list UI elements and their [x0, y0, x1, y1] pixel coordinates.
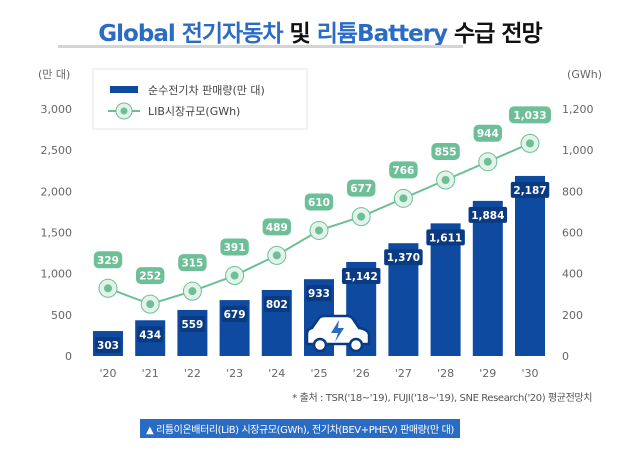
left-tick-label: 500: [51, 309, 72, 322]
right-tick-label: 600: [562, 227, 583, 240]
line-value-label: 677: [350, 183, 372, 195]
line-value-label: 1,033: [513, 110, 546, 122]
line-point: [104, 284, 112, 293]
bar-value-label: 1,611: [429, 232, 462, 244]
bar-label-bg: [510, 181, 550, 198]
line-label-bg: [304, 193, 334, 211]
electric-car-icon: [305, 314, 371, 353]
right-tick-label: 400: [562, 268, 583, 281]
bar-label-bg: [468, 206, 508, 223]
left-tick-label: 2,500: [41, 144, 73, 157]
right-tick-label: 1,000: [562, 144, 594, 157]
line-label-bg: [347, 179, 376, 197]
right-tick-label: 0: [562, 350, 569, 363]
legend: [92, 68, 308, 130]
x-tick-label: '24: [268, 367, 285, 380]
bar-label-bg: [306, 285, 332, 302]
line-point: [230, 271, 239, 280]
line-label-bg: [262, 218, 291, 236]
bar-value-label: 559: [181, 319, 203, 331]
line-label-bg: [473, 124, 502, 142]
left-axis-unit: (만 대): [38, 68, 70, 81]
right-tick-label: 1,200: [562, 103, 594, 116]
line-value-label: 855: [435, 147, 457, 159]
bar-value-label: 933: [308, 288, 330, 300]
source-note: * 출처 : TSR('18~'19), FUJI('18~'19), SNE …: [292, 393, 592, 404]
bar-value-label: 1,370: [387, 252, 420, 264]
x-tick-label: '22: [184, 367, 201, 380]
bar-label-bg: [384, 249, 423, 266]
bar-value-label: 679: [224, 309, 246, 321]
x-tick-label: '28: [437, 367, 454, 380]
bar: [515, 175, 545, 356]
line-point: [441, 176, 450, 185]
line-value-label: 766: [392, 165, 414, 177]
line-label-bg: [136, 267, 165, 285]
line-point: [146, 300, 155, 309]
x-tick-label: '23: [226, 367, 243, 380]
line-label-bg: [178, 254, 207, 272]
line-point: [315, 226, 323, 235]
line-point: [526, 139, 534, 148]
bar: [430, 223, 461, 356]
line-point: [188, 287, 197, 296]
line-value-label: 329: [97, 255, 119, 267]
right-tick-label: 800: [562, 185, 583, 198]
title-underline: [58, 45, 463, 48]
line-value-label: 391: [224, 242, 246, 254]
line-label-bg: [431, 143, 460, 161]
legend-bar-swatch: [110, 86, 138, 93]
right-tick-label: 200: [562, 309, 583, 322]
caption: ▲ 리튬이온배터리(LiB) 시장규모(GWh), 전기차(BEV+PHEV) …: [140, 419, 460, 438]
legend-label-bar: 순수전기차 판매량(만 대): [148, 84, 265, 97]
line-label-bg: [509, 106, 551, 124]
bar-label-bg: [137, 326, 163, 343]
bar-label-bg: [426, 229, 465, 246]
bar-label-bg: [341, 267, 381, 284]
x-tick-label: '26: [353, 367, 370, 380]
bar-value-label: 802: [266, 299, 288, 311]
x-tick-label: '25: [310, 367, 327, 380]
left-tick-label: 0: [65, 350, 72, 363]
bar-label-bg: [95, 337, 121, 354]
right-axis-unit: (GWh): [567, 68, 602, 81]
line-label-bg: [220, 238, 249, 256]
line-label-bg: [93, 251, 123, 269]
line-point: [399, 194, 408, 203]
line-value-label: 944: [477, 128, 499, 140]
bar-value-label: 434: [139, 329, 161, 341]
line-point: [357, 212, 366, 221]
legend-marker: [120, 107, 128, 115]
bar-label-bg: [264, 295, 290, 312]
left-tick-label: 1,500: [41, 227, 73, 240]
x-tick-label: '20: [99, 367, 116, 380]
legend-label-line: LIB시장규모(GWh): [148, 105, 240, 118]
line-value-label: 489: [266, 222, 288, 234]
bar-value-label: 1,142: [345, 271, 378, 283]
x-tick-label: '27: [395, 367, 412, 380]
bar: [472, 200, 503, 356]
left-tick-label: 1,000: [41, 268, 73, 281]
page-title: Global 전기자동차 및 리튬Battery 수급 전망: [98, 21, 542, 47]
bar-value-label: 303: [97, 340, 119, 352]
x-tick-label: '30: [521, 367, 538, 380]
x-tick-label: '21: [142, 367, 159, 380]
left-tick-label: 3,000: [41, 103, 73, 116]
line-value-label: 252: [139, 271, 161, 283]
bar-value-label: 2,187: [513, 185, 546, 197]
bar-value-label: 1,884: [471, 210, 504, 222]
left-tick-label: 2,000: [41, 185, 73, 198]
line-point: [272, 251, 281, 260]
line-value-label: 315: [181, 258, 203, 270]
line-value-label: 610: [308, 197, 330, 209]
bar-label-bg: [179, 315, 206, 332]
line-label-bg: [389, 161, 418, 179]
line-point: [483, 157, 492, 166]
x-tick-label: '29: [479, 367, 496, 380]
bar-label-bg: [221, 306, 248, 323]
